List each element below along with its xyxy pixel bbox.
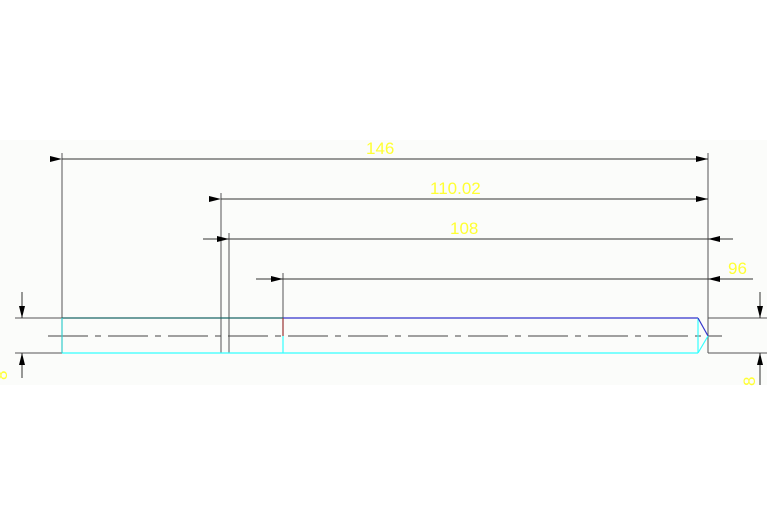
- part-outline: [61, 317, 709, 354]
- dimension-text-108: 108: [450, 219, 478, 238]
- dimension-text-96: 96: [728, 259, 747, 278]
- dimension-text-146: 146: [366, 139, 394, 158]
- dimension-text-110-02: 110.02: [430, 179, 481, 198]
- dimension-text-height-left: 8: [0, 371, 11, 380]
- drawing-area: [0, 140, 767, 385]
- dimension-text-height-right: 8: [740, 377, 759, 386]
